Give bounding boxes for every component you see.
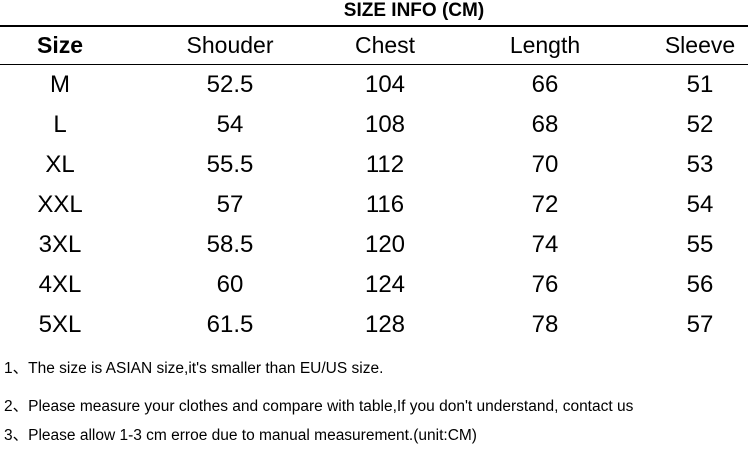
chest-cell: 116: [365, 191, 405, 218]
chest-cell: 128: [364, 311, 406, 338]
header-size: Size: [36, 32, 84, 58]
top-rule: [0, 25, 748, 27]
shoulder-cell: 58.5: [206, 231, 254, 258]
size-cell: XXL: [37, 191, 83, 218]
table-row: 5XL 61.5 128 78 57: [0, 305, 748, 345]
size-cell: 4XL: [38, 271, 82, 298]
length-cell: 76: [531, 271, 559, 298]
size-cell: 5XL: [38, 311, 82, 338]
size-cell: 3XL: [38, 231, 82, 258]
header-shoulder: Shouder: [186, 32, 274, 58]
table-row: 4XL 60 124 76 56: [0, 265, 748, 305]
note-measure-compare: 2、Please measure your clothes and compar…: [4, 398, 634, 415]
sleeve-cell: 51: [686, 71, 714, 98]
table-header-row: Size Shouder Chest Length Sleeve: [0, 25, 748, 65]
length-cell: 74: [531, 231, 559, 258]
length-cell: 68: [531, 111, 559, 138]
chest-cell: 120: [364, 231, 406, 258]
chest-cell: 108: [364, 111, 406, 138]
table-title: SIZE INFO (CM): [343, 0, 485, 21]
sleeve-cell: 53: [686, 151, 714, 178]
chest-cell: 104: [364, 71, 406, 98]
length-cell: 70: [531, 151, 559, 178]
shoulder-cell: 57: [216, 191, 244, 218]
shoulder-cell: 60: [216, 271, 244, 298]
sleeve-cell: 56: [686, 271, 714, 298]
length-cell: 78: [531, 311, 559, 338]
length-cell: 66: [531, 71, 559, 98]
chest-cell: 112: [365, 151, 405, 178]
header-length: Length: [509, 32, 581, 58]
table-row: L 54 108 68 52: [0, 105, 748, 145]
sleeve-cell: 57: [686, 311, 714, 338]
sleeve-cell: 54: [686, 191, 714, 218]
table-row: M 52.5 104 66 51: [0, 65, 748, 105]
header-sleeve: Sleeve: [664, 32, 736, 58]
shoulder-cell: 54: [216, 111, 244, 138]
table-row: 3XL 58.5 120 74 55: [0, 225, 748, 265]
shoulder-cell: 61.5: [206, 311, 254, 338]
shoulder-cell: 52.5: [206, 71, 254, 98]
sleeve-cell: 52: [686, 111, 714, 138]
table-row: XXL 57 116 72 54: [0, 185, 748, 225]
note-asian-size: 1、The size is ASIAN size,it's smaller th…: [4, 360, 384, 377]
header-rule: [0, 64, 748, 65]
header-chest: Chest: [354, 32, 416, 58]
size-cell: M: [50, 71, 70, 98]
chest-cell: 124: [364, 271, 406, 298]
length-cell: 72: [531, 191, 559, 218]
size-cell: XL: [45, 151, 75, 178]
note-error-allowance: 3、Please allow 1-3 cm erroe due to manua…: [4, 427, 477, 444]
size-cell: L: [53, 111, 67, 138]
table-row: XL 55.5 112 70 53: [0, 145, 748, 185]
shoulder-cell: 55.5: [206, 151, 254, 178]
sleeve-cell: 55: [686, 231, 714, 258]
